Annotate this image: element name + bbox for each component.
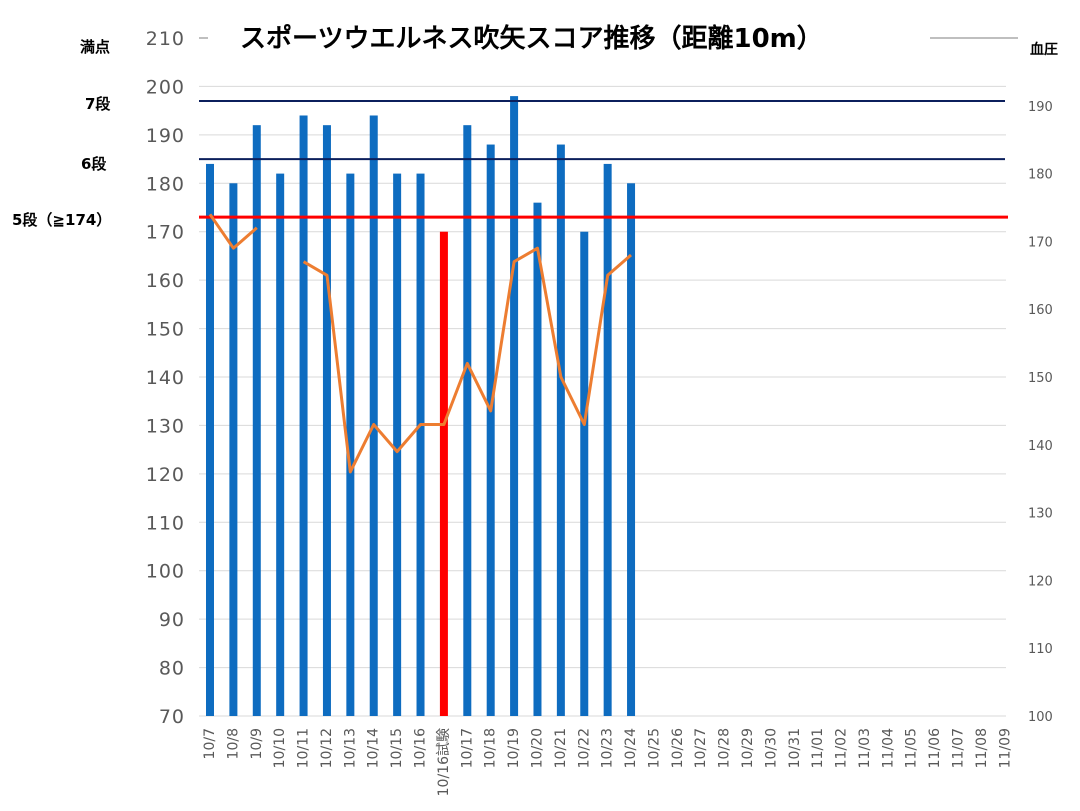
x-tick-label: 11/09 — [997, 728, 1013, 768]
y-left-tick-label: 210 — [146, 28, 185, 50]
bar — [486, 144, 495, 717]
y-right-axis-label: 血圧 — [1030, 41, 1058, 58]
y-right-tick-label: 120 — [1028, 574, 1053, 589]
bar — [580, 231, 589, 716]
y-left-tick-label: 150 — [146, 319, 185, 341]
x-tick-label: 10/7 — [202, 728, 218, 759]
bar — [393, 173, 402, 717]
full-score-label: 満点 — [80, 38, 111, 56]
y-left-tick-label: 110 — [146, 512, 185, 534]
x-tick-label: 10/11 — [296, 728, 312, 768]
blood-pressure-line — [302, 246, 632, 474]
x-tick-label: 10/22 — [576, 728, 592, 768]
bar — [603, 163, 612, 716]
bar — [322, 125, 331, 716]
x-tick-label: 10/20 — [529, 728, 545, 768]
x-tick-label: 11/03 — [857, 728, 873, 768]
y-left-tick-label: 90 — [159, 609, 185, 631]
y-right-tick-label: 180 — [1028, 168, 1053, 183]
bar — [369, 115, 378, 716]
y-right-tick-label: 160 — [1028, 303, 1053, 318]
bar — [299, 115, 308, 716]
x-tick-label: 11/07 — [951, 728, 967, 768]
chart-title: スポーツウエルネス吹矢スコア推移（距離10m） — [240, 24, 823, 54]
x-tick-label: 10/21 — [553, 728, 569, 768]
x-tick-label: 10/13 — [342, 728, 358, 768]
x-tick-label: 11/04 — [880, 728, 896, 768]
x-tick-label: 10/9 — [249, 728, 265, 759]
x-tick-label: 10/8 — [225, 728, 241, 759]
x-tick-label: 10/16 — [413, 728, 429, 768]
x-tick-label: 10/10 — [272, 728, 288, 768]
bar — [346, 173, 355, 717]
bar — [627, 183, 636, 717]
x-tick-label: 11/01 — [810, 728, 826, 768]
blood-pressure-line — [208, 213, 258, 250]
bar — [510, 96, 519, 717]
y-right-tick-label: 140 — [1028, 439, 1053, 454]
x-tick-label: 10/29 — [740, 728, 756, 768]
x-tick-label: 10/17 — [459, 728, 475, 768]
x-tick-label: 11/06 — [927, 728, 943, 768]
x-tick-label: 10/30 — [763, 728, 779, 768]
y-left-tick-label: 200 — [146, 76, 185, 98]
bar — [252, 125, 261, 716]
y-right-tick-label: 150 — [1028, 371, 1053, 386]
x-tick-label: 10/24 — [623, 728, 639, 768]
x-tick-label: 10/12 — [319, 728, 335, 768]
y-left-tick-label: 180 — [146, 173, 185, 195]
y-left-tick-label: 190 — [146, 125, 185, 147]
bar — [206, 163, 214, 716]
bar — [533, 202, 542, 716]
reference-label-7dan: 7段 — [85, 95, 111, 113]
x-tick-label: 11/08 — [974, 728, 990, 768]
x-tick-label: 10/16試験 — [436, 728, 452, 796]
y-right-tick-label: 100 — [1028, 710, 1053, 725]
x-tick-label: 10/23 — [600, 728, 616, 768]
x-tick-label: 10/14 — [366, 728, 382, 768]
bar — [416, 173, 425, 717]
x-tick-label: 11/05 — [904, 728, 920, 768]
y-right-tick-label: 110 — [1028, 642, 1053, 657]
bar — [229, 183, 238, 717]
x-tick-label: 10/27 — [693, 728, 709, 768]
x-tick-label: 10/19 — [506, 728, 522, 768]
y-left-tick-label: 130 — [146, 415, 185, 437]
y-right-tick-label: 190 — [1028, 100, 1053, 115]
bar — [463, 125, 472, 716]
y-left-tick-label: 160 — [146, 270, 185, 292]
reference-label-6dan: 6段 — [81, 155, 107, 173]
x-tick-label: 10/28 — [717, 728, 733, 768]
y-left-tick-label: 120 — [146, 464, 185, 486]
y-right-tick-label: 170 — [1028, 235, 1053, 250]
x-tick-label: 10/31 — [787, 728, 803, 768]
y-right-tick-label: 130 — [1028, 507, 1053, 522]
y-left-tick-label: 100 — [146, 561, 185, 583]
x-tick-label: 11/02 — [834, 728, 850, 768]
bar — [276, 173, 285, 717]
x-tick-label: 10/25 — [646, 728, 662, 768]
x-tick-label: 10/18 — [483, 728, 499, 768]
reference-label-5dan: 5段（≧174） — [12, 211, 112, 229]
bar — [556, 144, 565, 717]
y-left-tick-label: 70 — [159, 706, 185, 728]
bar — [439, 231, 448, 716]
y-left-tick-label: 170 — [146, 222, 185, 244]
x-tick-label: 10/15 — [389, 728, 405, 768]
x-tick-label: 10/26 — [670, 728, 686, 768]
y-left-tick-label: 140 — [146, 367, 185, 389]
y-left-tick-label: 80 — [159, 658, 185, 680]
